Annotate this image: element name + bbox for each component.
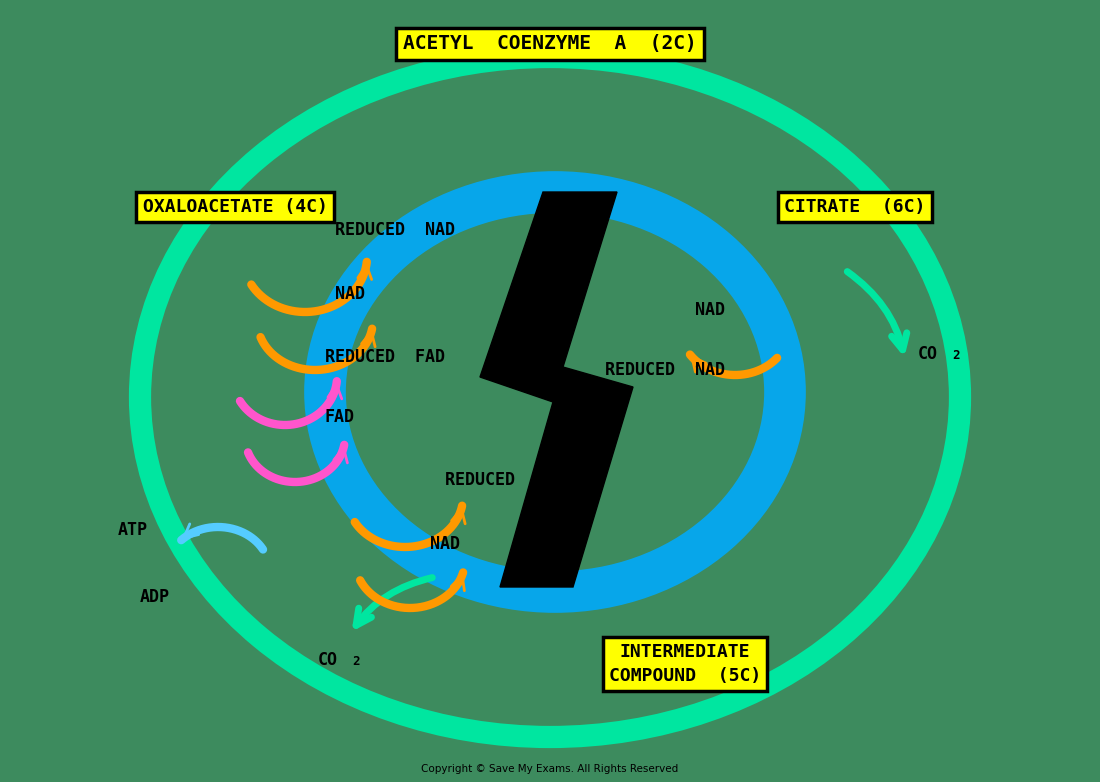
Text: ATP: ATP bbox=[118, 521, 148, 539]
Text: REDUCED  NAD: REDUCED NAD bbox=[605, 361, 725, 379]
Text: 2: 2 bbox=[352, 655, 360, 668]
Text: REDUCED  NAD: REDUCED NAD bbox=[446, 471, 565, 489]
Text: OXALOACETATE (4C): OXALOACETATE (4C) bbox=[143, 198, 328, 216]
Text: FAD: FAD bbox=[324, 408, 355, 426]
Text: NAD: NAD bbox=[695, 301, 725, 319]
Text: CO: CO bbox=[318, 651, 338, 669]
Text: ACETYL  COENZYME  A  (2C): ACETYL COENZYME A (2C) bbox=[403, 34, 697, 53]
Text: CITRATE  (6C): CITRATE (6C) bbox=[784, 198, 926, 216]
Text: CO: CO bbox=[918, 345, 938, 363]
Text: NAD: NAD bbox=[336, 285, 365, 303]
Text: REDUCED  NAD: REDUCED NAD bbox=[336, 221, 455, 239]
Text: INTERMEDIATE
COMPOUND  (5C): INTERMEDIATE COMPOUND (5C) bbox=[609, 644, 761, 685]
Text: NAD: NAD bbox=[430, 535, 460, 553]
Text: ADP: ADP bbox=[140, 588, 170, 606]
Text: Copyright © Save My Exams. All Rights Reserved: Copyright © Save My Exams. All Rights Re… bbox=[421, 764, 679, 774]
Text: REDUCED  FAD: REDUCED FAD bbox=[324, 348, 446, 366]
Polygon shape bbox=[480, 192, 632, 587]
Text: 2: 2 bbox=[952, 349, 959, 362]
